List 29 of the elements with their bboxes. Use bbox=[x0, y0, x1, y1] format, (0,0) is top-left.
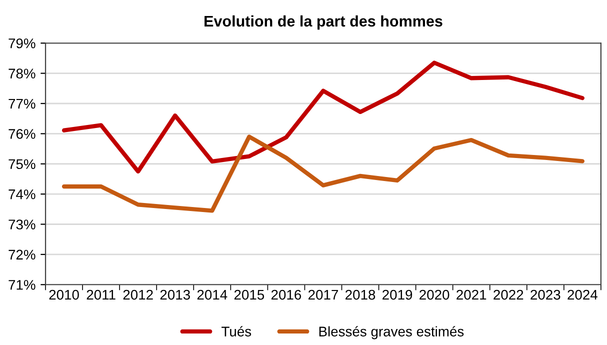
chart-title: Evolution de la part des hommes bbox=[204, 15, 442, 30]
x-tick-label: 2022 bbox=[494, 290, 524, 300]
x-tick-label: 2010 bbox=[49, 290, 79, 300]
legend-label: Blessés graves estimés bbox=[319, 326, 464, 340]
x-tick-label: 2023 bbox=[530, 290, 560, 300]
x-tick-label: 2012 bbox=[123, 290, 153, 300]
line-series bbox=[62, 60, 584, 174]
legend-label: Tués bbox=[222, 326, 252, 336]
x-tick-label: 2015 bbox=[234, 290, 264, 300]
line-series bbox=[62, 134, 584, 213]
x-tick-label: 2011 bbox=[86, 290, 116, 300]
x-tick-label: 2018 bbox=[346, 290, 376, 300]
y-tick-label: 72% bbox=[8, 250, 36, 260]
y-tick-label: 78% bbox=[8, 68, 36, 78]
x-tick-label: 2017 bbox=[308, 290, 338, 300]
x-tick-label: 2016 bbox=[271, 290, 302, 300]
y-tick-label: 75% bbox=[8, 159, 36, 170]
x-tick-label: 2020 bbox=[420, 290, 450, 300]
x-tick-label: 2013 bbox=[160, 290, 190, 300]
y-tick-label: 79% bbox=[8, 38, 36, 48]
y-tick-label: 76% bbox=[8, 129, 36, 139]
y-tick-label: 73% bbox=[8, 220, 36, 230]
y-tick-label: 74% bbox=[8, 189, 36, 200]
y-tick-label: 77% bbox=[8, 98, 36, 109]
y-tick-label: 71% bbox=[8, 280, 36, 290]
x-tick-label: 2014 bbox=[197, 290, 228, 300]
x-tick-label: 2019 bbox=[382, 290, 412, 300]
x-tick-label: 2024 bbox=[568, 290, 598, 300]
x-tick-label: 2021 bbox=[456, 290, 486, 300]
